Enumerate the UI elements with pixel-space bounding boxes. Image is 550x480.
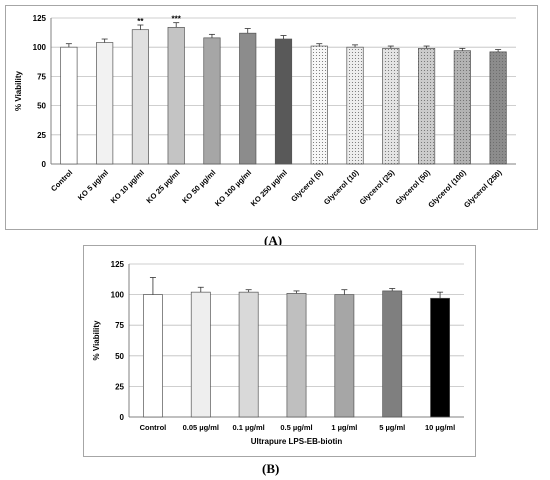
x-tick-label: 1 µg/ml [331, 423, 357, 432]
bar [430, 297, 450, 418]
y-tick-label: 125 [111, 260, 125, 269]
bar [274, 38, 293, 165]
bar [131, 29, 149, 165]
y-tick-label: 100 [111, 291, 125, 300]
x-tick-label: 0.1 µg/ml [233, 423, 265, 432]
bar [382, 48, 400, 165]
chart-panel-a: % Viability 0 25 50 75 100 125 Control KO 5 µg/m… [5, 5, 538, 230]
y-tick-label: 125 [33, 14, 47, 23]
y-tick-label: 75 [115, 321, 124, 330]
bar [60, 46, 78, 165]
panel-label-b: (B) [262, 461, 280, 476]
x-tick-label: Control [140, 423, 167, 432]
bar [453, 50, 471, 165]
y-tick-label: 100 [33, 43, 47, 52]
panel-label-a: (A) [264, 233, 283, 248]
y-tick-label: 0 [120, 413, 125, 422]
y-tick-label: 50 [115, 352, 124, 361]
y-tick-label: 50 [37, 102, 46, 111]
x-tick-label: KO 50 µg/ml [180, 168, 217, 205]
y-axis-label: % Viability [92, 320, 101, 360]
x-tick-label: KO 250 µg/ml [249, 168, 289, 208]
x-tick-label: Glycerol (5) [289, 168, 325, 204]
chart-a-svg: % Viability 0 25 50 75 100 125 Control KO 5 µg/m… [14, 14, 516, 210]
bar [143, 294, 163, 418]
bar [310, 45, 328, 165]
bar [239, 32, 257, 165]
x-tick-label: 0.05 µg/ml [183, 423, 219, 432]
y-tick-label: 0 [42, 160, 47, 169]
x-tick-label: KO 100 µg/ml [213, 168, 253, 208]
x-tick-label: Control [49, 168, 74, 193]
bar [418, 48, 436, 165]
bar [96, 42, 114, 165]
bar [203, 37, 221, 165]
x-axis-label: Ultrapure LPS-EB-biotin [251, 437, 343, 446]
x-tick-label: KO 25 µg/ml [144, 168, 181, 205]
y-tick-label: 25 [37, 131, 46, 140]
x-tick-label: Glycerol (50) [393, 168, 432, 207]
x-tick-label: 5 µg/ml [379, 423, 405, 432]
bar [238, 291, 259, 418]
bar [190, 291, 211, 418]
y-tick-label: 25 [115, 382, 124, 391]
y-tick-label: 75 [37, 72, 46, 81]
significance-label: *** [172, 15, 182, 24]
x-tick-label: KO 10 µg/ml [109, 168, 146, 205]
bar [334, 294, 355, 418]
significance-label: ** [137, 17, 144, 26]
x-tick-label: KO 5 µg/ml [76, 168, 110, 202]
bar [346, 46, 364, 165]
bar [286, 293, 307, 418]
bar [382, 290, 403, 418]
y-axis-label: % Viability [14, 71, 23, 111]
x-tick-label: Glycerol (10) [322, 168, 361, 207]
x-tick-label: Glycerol (250) [462, 168, 504, 210]
x-tick-label: 10 µg/ml [425, 423, 455, 432]
x-tick-label: 0.5 µg/ml [280, 423, 312, 432]
bar [167, 26, 185, 165]
chart-b-svg: % Viability 0 25 50 75 100 125 Control 0.05 µg/m… [92, 260, 464, 446]
bar [489, 51, 507, 165]
x-tick-label: Glycerol (25) [358, 168, 397, 207]
chart-panel-b: % Viability 0 25 50 75 100 125 Control 0.05 µg/m… [83, 245, 476, 457]
